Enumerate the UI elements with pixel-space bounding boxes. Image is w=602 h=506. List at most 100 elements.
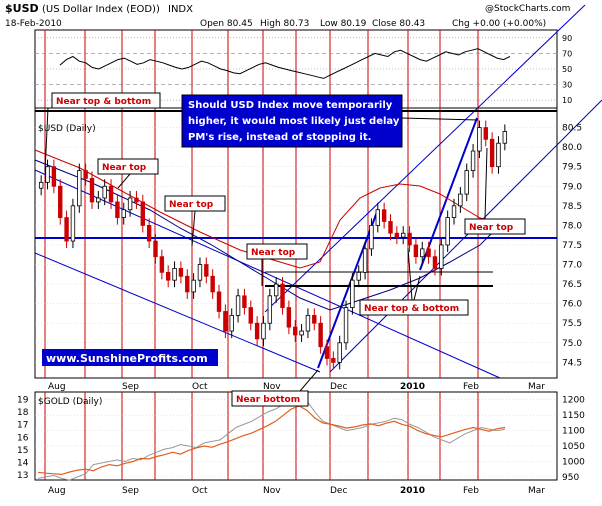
price-xtick-mar: Mar [528, 382, 545, 392]
price-candle-body-14 [127, 197, 133, 211]
rsi-tick-10: 10 [562, 96, 572, 105]
rsi-tick-50: 50 [562, 65, 572, 74]
price-candle-body-68 [470, 150, 476, 172]
header-name: (US Dollar Index (EOD)) [42, 4, 160, 15]
price-candle-body-61 [426, 248, 431, 258]
price-candle-body-59 [413, 244, 419, 258]
gold-right-tick-950: 950 [562, 473, 579, 483]
price-panel-title: $USD (Daily) [38, 124, 96, 134]
price-candle-body-23 [185, 275, 190, 293]
price-candle-body-21 [172, 268, 177, 281]
price-candle-body-7 [83, 170, 88, 179]
price-xtick-2010: 2010 [400, 382, 425, 392]
annotation-near-top-1-text: Near top [102, 163, 147, 173]
annotation-near-top-4: Near top [464, 147, 526, 235]
price-tick-75-0: 75.0 [562, 339, 582, 349]
price-tick-80-5: 80.5 [562, 124, 582, 134]
annotation-near-top-3: Near top [246, 243, 308, 286]
price-candle-body-62 [432, 256, 438, 269]
price-candle-body-51 [362, 248, 368, 273]
price-xtick-nov: Nov [263, 382, 281, 392]
header-exchange: INDX [168, 4, 193, 15]
price-candle-body-72 [496, 142, 501, 168]
price-candle-body-69 [477, 127, 482, 152]
header-low: Low 80.19 [320, 19, 367, 29]
price-candle-body-3 [58, 185, 63, 218]
annotation-near-top-2: Near top [164, 195, 226, 247]
header-close: Close 80.43 [372, 19, 425, 29]
header-open: Open 80.45 [200, 19, 253, 29]
price-candle-body-15 [134, 197, 139, 203]
lower-channel-line [34, 252, 321, 373]
price-xtick-feb: Feb [463, 382, 479, 392]
gold-xtick-dec: Dec [330, 486, 347, 496]
price-candle-body-29 [223, 311, 228, 332]
header-high: High 80.73 [260, 19, 309, 29]
price-xtick-dec: Dec [330, 382, 347, 392]
gold-series-0-line [37, 394, 506, 481]
gold-xtick-feb: Feb [463, 486, 479, 496]
price-candle-body-35 [261, 322, 266, 340]
gold-panel-title: $GOLD (Daily) [38, 397, 102, 407]
price-candle-body-63 [439, 244, 444, 269]
gold-left-tick-17: 17 [17, 421, 28, 431]
moving-average-long [34, 149, 501, 269]
price-tick-78-5: 78.5 [562, 202, 582, 212]
gold-yticks-right: 1200 1150 1100 1050 1000 950 [562, 396, 585, 483]
price-candle-body-45 [324, 346, 330, 359]
header-date: 18-Feb-2010 [5, 19, 62, 29]
vertical-marker-lines [44, 30, 479, 480]
price-candle-body-41 [299, 330, 304, 336]
gold-right-tick-1100: 1100 [562, 427, 585, 437]
price-candle-body-67 [464, 170, 469, 195]
price-candle-body-13 [121, 209, 126, 218]
price-tick-75-5: 75.5 [562, 319, 582, 329]
price-candle-body-54 [381, 209, 387, 222]
price-candle-body-47 [337, 342, 342, 363]
price-tick-76-0: 76.0 [562, 300, 582, 310]
price-candle-body-57 [401, 232, 406, 238]
annotation-near-top-bottom-2: Near top & bottom [359, 247, 469, 316]
price-candle-body-52 [369, 224, 374, 250]
price-candle-body-48 [343, 307, 349, 344]
website-label: www.SunshineProfits.com [42, 349, 218, 366]
annotation-near-top-3-text: Near top [251, 248, 296, 258]
gold-xtick-2010: 2010 [400, 486, 425, 496]
price-candle-body-4 [64, 217, 69, 242]
price-candle-body-49 [350, 279, 355, 308]
price-xticks: Aug Sep Oct Nov Dec 2010 Feb Mar [48, 382, 545, 392]
price-candle-body-66 [458, 193, 463, 207]
price-candle-body-38 [280, 283, 285, 308]
callout-line-1: Should USD Index move temporarily [188, 100, 393, 111]
gold-left-tick-18: 18 [17, 408, 29, 418]
price-candle-body-12 [115, 201, 120, 218]
price-candle-body-2 [51, 166, 57, 187]
price-candle-body-42 [305, 314, 311, 332]
gold-yticks-left: 19 18 17 16 15 14 13 [17, 396, 29, 481]
header-change: Chg +0.00 (+0.00%) [452, 19, 546, 29]
price-tick-74-5: 74.5 [562, 358, 582, 368]
header-watermark: @StockCharts.com [485, 4, 570, 14]
price-candle-body-46 [331, 358, 336, 363]
gold-right-tick-1000: 1000 [562, 457, 585, 467]
jan-rally-trendline [419, 117, 478, 271]
price-xtick-aug: Aug [48, 382, 66, 392]
channel-lines [34, 4, 602, 379]
gold-xtick-mar: Mar [528, 486, 545, 496]
price-candle-body-22 [178, 268, 184, 277]
annotation-near-top-2-text: Near top [169, 200, 214, 210]
price-candle-body-0 [38, 181, 44, 189]
price-candle-body-56 [394, 232, 400, 238]
price-candle-body-39 [286, 307, 292, 328]
gold-series-1-line [37, 405, 506, 476]
gold-xtick-sep: Sep [122, 486, 139, 496]
price-candle-body-60 [420, 248, 425, 258]
annotation-near-top-4-text: Near top [469, 223, 514, 233]
price-candle-body-6 [77, 170, 82, 207]
rsi-line [59, 48, 511, 79]
annotation-near-top-bottom-2-text: Near top & bottom [364, 304, 459, 314]
callout-line-3: PM's rise, instead of stopping it. [188, 132, 371, 143]
gold-left-tick-19: 19 [17, 396, 29, 406]
rsi-tick-70: 70 [562, 49, 572, 58]
